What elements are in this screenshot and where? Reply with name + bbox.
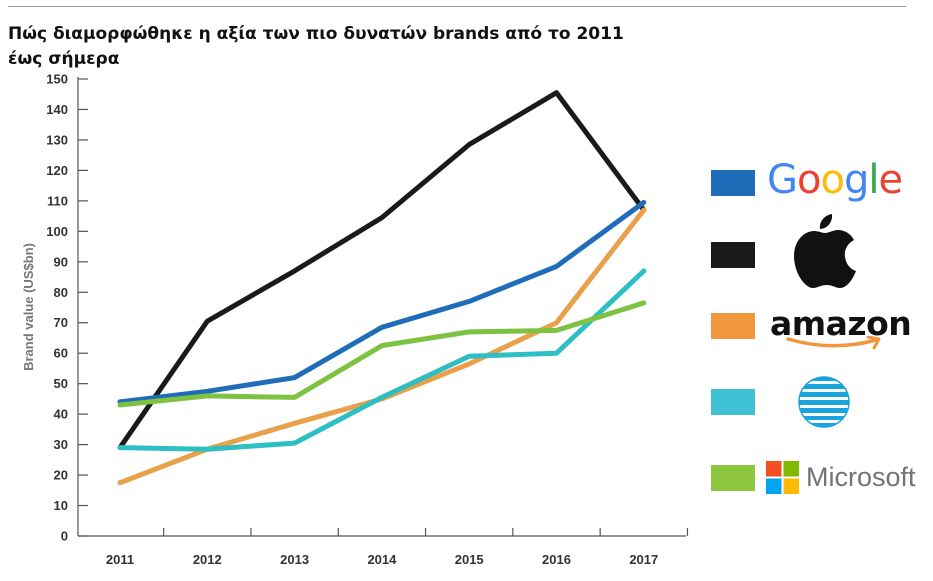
- data-point-google: [554, 264, 559, 269]
- data-point-microsoft: [292, 395, 297, 400]
- y-tick-label: 90: [54, 254, 68, 269]
- data-point-google: [205, 389, 210, 394]
- data-point-microsoft: [641, 300, 646, 306]
- y-tick-label: 60: [54, 346, 68, 361]
- data-point-microsoft: [554, 328, 559, 333]
- legend-swatch-amazon: [711, 313, 755, 339]
- data-point-at-t: [205, 446, 210, 452]
- data-point-google: [467, 299, 472, 304]
- data-point-microsoft: [205, 393, 210, 399]
- series-line-at-t: [117, 268, 647, 452]
- data-point-microsoft: [117, 402, 123, 408]
- data-point-at-t: [117, 445, 123, 450]
- apple-logo-icon: [794, 214, 856, 288]
- y-tick-label: 10: [54, 498, 68, 513]
- data-point-at-t: [292, 440, 297, 446]
- y-tick-label: 50: [54, 376, 68, 391]
- data-point-amazon: [292, 421, 297, 426]
- data-point-apple: [292, 268, 297, 274]
- y-tick-label: 80: [54, 285, 68, 300]
- x-tick-label: 2017: [629, 552, 658, 567]
- y-tick-label: 70: [54, 315, 68, 330]
- y-tick-label: 20: [54, 468, 68, 483]
- series-line-google: [117, 199, 647, 405]
- x-tick-label: 2014: [367, 552, 397, 567]
- y-tick-label: 110: [47, 193, 68, 208]
- microsoft-logo-icon: Microsoft: [766, 461, 921, 495]
- y-tick-label: 140: [46, 102, 68, 117]
- att-globe-icon: [798, 376, 850, 428]
- y-tick-label: 150: [46, 72, 68, 87]
- x-tick-label: 2016: [542, 552, 571, 567]
- data-point-amazon: [554, 320, 559, 325]
- amazon-logo-icon: amazon: [770, 306, 912, 354]
- legend-swatch-microsoft: [711, 465, 755, 491]
- data-point-google: [379, 325, 385, 330]
- data-point-microsoft: [467, 329, 472, 335]
- legend-label-microsoft: Microsoft: [806, 462, 916, 492]
- data-point-amazon: [117, 480, 123, 485]
- top-divider: [8, 6, 906, 7]
- data-point-at-t: [641, 268, 646, 274]
- data-point-apple: [205, 319, 210, 324]
- data-point-amazon: [467, 361, 472, 367]
- legend-swatch-att: [711, 389, 755, 415]
- data-point-at-t: [379, 395, 385, 400]
- data-point-amazon: [641, 207, 646, 213]
- y-axis-label: Brand value (US$bn): [21, 243, 36, 371]
- data-point-apple: [467, 142, 472, 147]
- data-point-apple: [554, 90, 559, 95]
- y-tick-label: 130: [46, 132, 68, 147]
- data-point-at-t: [467, 354, 472, 359]
- y-tick-label: 100: [46, 224, 68, 239]
- legend-swatch-apple: [711, 242, 755, 268]
- data-point-at-t: [554, 351, 559, 356]
- chart-axes: 0 10 20 30 40 50 60 70 80 90 100 110 120 130 140 150 201…: [46, 72, 689, 567]
- y-tick-label: 120: [46, 163, 68, 178]
- chart-title: Πώς διαμορφώθηκε η αξία των πιο δυνατών …: [8, 24, 624, 69]
- x-tick-label: 2013: [280, 552, 309, 567]
- data-point-apple: [379, 215, 385, 220]
- x-tick-label: 2012: [193, 552, 222, 567]
- google-logo-icon: Google: [767, 157, 903, 203]
- data-point-google: [641, 200, 646, 205]
- y-tick-label: 40: [54, 407, 68, 422]
- chart-series: [117, 90, 647, 486]
- series-line-microsoft: [117, 300, 647, 408]
- legend-swatch-google: [711, 170, 755, 196]
- data-point-google: [292, 375, 297, 380]
- y-tick-label: 30: [54, 437, 68, 452]
- y-tick-label: 0: [61, 529, 68, 544]
- x-tick-label: 2011: [106, 552, 134, 567]
- x-tick-label: 2015: [455, 552, 484, 567]
- data-point-microsoft: [379, 343, 385, 348]
